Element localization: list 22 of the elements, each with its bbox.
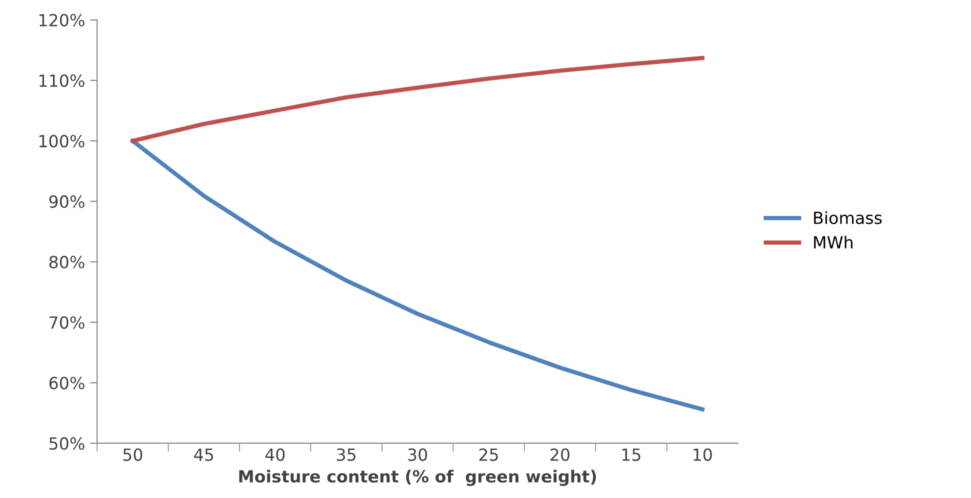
x-tick-label: 20 [550,448,570,461]
y-tick-label: 50% [50,437,84,450]
y-tick-label: 90% [49,195,84,208]
y-tick-label: 110% [39,74,84,87]
y-tick-label: 80% [49,256,84,268]
x-tick-label: 10 [694,448,712,461]
legend-label: Biomass [814,211,882,224]
line-series [130,56,704,143]
x-tick-label: 30 [408,448,428,461]
legend-label: MWh [814,236,852,248]
line-series [130,138,704,412]
y-tick-label: 120% [39,14,84,26]
x-tick-label: 50 [123,448,142,461]
x-tick-label: 25 [479,448,498,461]
x-tick-label: 45 [194,448,214,461]
y-tick-label: 70% [50,316,84,329]
y-tick-label: 100% [39,134,84,148]
x-tick-label: 40 [265,448,285,461]
x-tick-label: 15 [622,448,640,461]
y-tick-label: 60% [49,376,84,390]
x-tick-label: 35 [336,448,356,461]
x-axis-title: Moisture content (% of green weight) [239,470,596,486]
